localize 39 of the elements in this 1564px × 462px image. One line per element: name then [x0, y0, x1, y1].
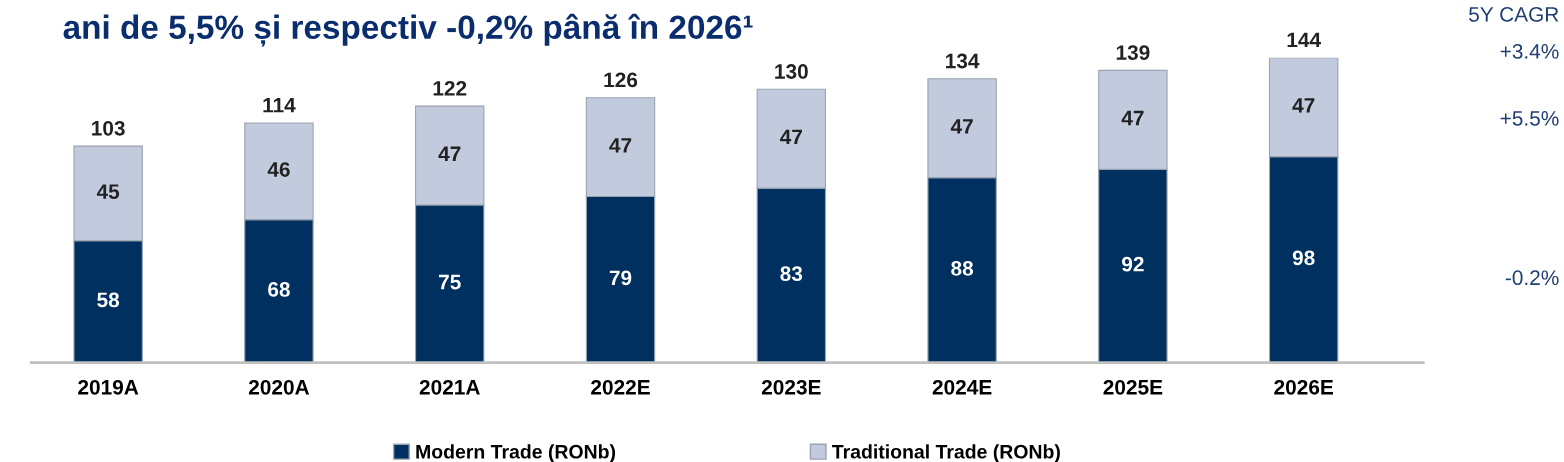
x-tick-label: 2022E — [591, 379, 650, 395]
data-label: 58 — [97, 292, 120, 308]
total-label: 122 — [433, 80, 467, 96]
data-label: 47 — [438, 146, 461, 161]
x-tick-label: 2024E — [932, 379, 992, 395]
data-label: 47 — [1121, 110, 1144, 126]
data-label: 98 — [1292, 250, 1315, 266]
data-label: 47 — [780, 129, 802, 145]
data-label: 88 — [951, 260, 974, 276]
x-tick-label: 2019A — [78, 379, 139, 395]
x-tick-label: 2021A — [419, 379, 480, 395]
data-label: 47 — [609, 138, 632, 153]
x-tick-label: 2020A — [248, 379, 310, 395]
text: +5.5% — [1500, 111, 1559, 126]
total-label: 114 — [263, 97, 296, 113]
total-label: 139 — [1116, 45, 1150, 60]
data-label: 75 — [439, 274, 461, 290]
chart-title: ani de 5,5% și respectiv -0,2% până în 2026¹ — [63, 13, 753, 47]
x-tick-label: 2026E — [1274, 379, 1333, 395]
legend-label: Traditional Trade (RONb) — [832, 444, 1060, 462]
data-label: 45 — [96, 184, 120, 199]
total-label: 130 — [775, 64, 808, 79]
text: -0.2% — [1505, 270, 1559, 286]
data-label: 83 — [780, 266, 803, 282]
data-label: 47 — [950, 119, 973, 134]
x-tick-label: 2023E — [761, 379, 821, 395]
data-label: 92 — [1122, 256, 1144, 272]
data-label: 46 — [267, 162, 290, 177]
text: 5Y CAGR — [1469, 7, 1559, 22]
total-label: 134 — [946, 53, 980, 69]
data-label: 79 — [609, 270, 632, 286]
data-label: 47 — [1292, 98, 1315, 113]
total-label: 103 — [92, 120, 125, 136]
total-label: 126 — [604, 72, 638, 88]
total-label: 144 — [1287, 32, 1321, 48]
legend-label: Modern Trade (RONb) — [416, 444, 616, 462]
text: +3.4% — [1500, 43, 1559, 59]
data-label: 68 — [268, 282, 290, 297]
x-tick-label: 2025E — [1103, 379, 1163, 395]
